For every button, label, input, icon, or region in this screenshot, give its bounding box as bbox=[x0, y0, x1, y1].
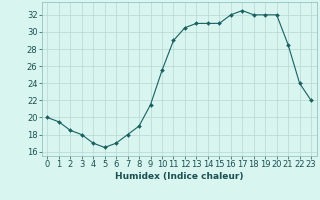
X-axis label: Humidex (Indice chaleur): Humidex (Indice chaleur) bbox=[115, 172, 244, 181]
